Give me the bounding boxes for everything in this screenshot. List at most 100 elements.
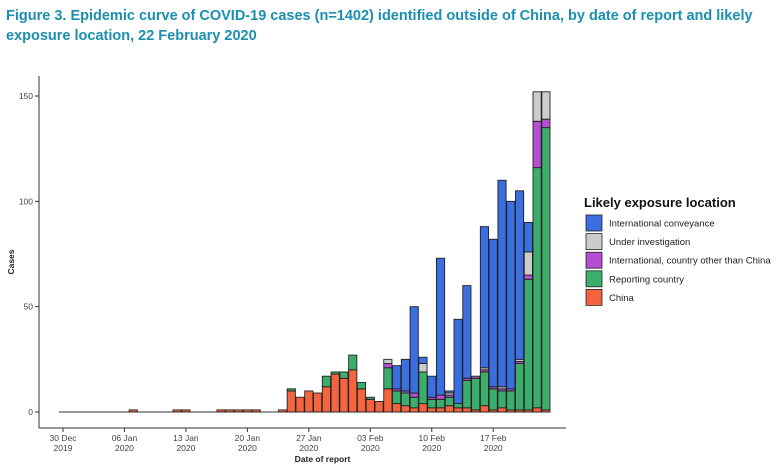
bar-segment-china <box>173 410 181 412</box>
bar-segment-international <box>533 121 541 167</box>
bar-segment-china <box>533 408 541 412</box>
bar-segment-china <box>182 410 190 412</box>
bar-segment-china <box>331 374 339 412</box>
bar-segment-conveyance <box>393 366 401 389</box>
x-tick-label-year: 2020 <box>484 443 503 453</box>
legend: Likely exposure location International co… <box>584 195 771 305</box>
x-tick-label-year: 2020 <box>238 443 257 453</box>
legend-label-investigation: Under investigation <box>609 237 690 248</box>
x-tick-label: 17 Feb <box>480 433 507 443</box>
bar-segment-china <box>129 410 137 412</box>
bar-segment-reporting <box>357 383 365 389</box>
bar-segment-china <box>454 408 462 412</box>
bar-segment-reporting <box>366 397 374 399</box>
bar-segment-conveyance <box>428 376 436 397</box>
x-tick-label: 20 Jan <box>235 433 261 443</box>
bar-segment-china <box>410 408 418 412</box>
bar-segment-investigation <box>542 92 550 119</box>
bar-segment-china <box>366 399 374 412</box>
bar-segment-china <box>252 410 260 412</box>
bar-segment-reporting <box>454 404 462 408</box>
bar-segment-china <box>445 406 453 412</box>
bar-segment-reporting <box>322 376 330 387</box>
bar-segment-reporting <box>445 397 453 405</box>
bar-segment-china <box>322 387 330 412</box>
bar-segment-international <box>410 393 418 397</box>
bar-segment-reporting <box>349 355 357 370</box>
bar-segment-reporting <box>542 128 550 410</box>
bar-segment-reporting <box>489 389 497 410</box>
bar-segment-china <box>436 408 444 412</box>
y-tick-label: 0 <box>28 407 33 417</box>
bar-segment-china <box>314 393 322 412</box>
bar-segment-china <box>243 410 251 412</box>
bar-segment-reporting <box>384 368 392 389</box>
bar-segment-china <box>375 401 383 412</box>
bar-segment-china <box>428 408 436 412</box>
bar-segment-conveyance <box>410 307 418 393</box>
bar-segment-international <box>384 364 392 368</box>
bar-segment-china <box>235 410 243 412</box>
bar-segment-china <box>296 397 304 412</box>
bar-segment-china <box>217 410 225 412</box>
bar-segment-china <box>287 391 295 412</box>
legend-swatch-conveyance <box>586 215 602 231</box>
x-tick-label-year: 2020 <box>361 443 380 453</box>
bar-segment-investigation <box>524 252 532 275</box>
bar-segment-china <box>357 389 365 412</box>
bar-segment-conveyance <box>445 391 453 393</box>
bar-segment-conveyance <box>463 286 471 379</box>
bar-segment-china <box>463 408 471 412</box>
bar-segment-china <box>340 378 348 412</box>
x-tick-label: 27 Jan <box>296 433 322 443</box>
bar-segment-reporting <box>436 399 444 407</box>
bar-segment-china <box>401 406 409 412</box>
bar-segment-reporting <box>331 372 339 374</box>
bar-segment-china <box>498 408 506 412</box>
bar-segment-reporting <box>498 391 506 408</box>
bar-segment-conveyance <box>419 357 427 363</box>
bar-segment-reporting <box>410 397 418 408</box>
legend-label-conveyance: International conveyance <box>609 219 715 230</box>
x-axis-title: Date of report <box>295 454 351 464</box>
y-tick-label: 150 <box>19 91 33 101</box>
x-tick-label-year: 2020 <box>299 443 318 453</box>
bar-segment-international <box>472 376 480 378</box>
legend-label-reporting: Reporting country <box>609 274 684 285</box>
bar-segment-reporting <box>524 279 532 410</box>
bar-segment-conveyance <box>524 222 532 251</box>
legend-label-international: International, country other than China <box>609 256 771 267</box>
y-axis-title: Cases <box>6 249 16 274</box>
bar-segment-china <box>480 406 488 412</box>
bar-segment-reporting <box>480 372 488 406</box>
bar-segment-conveyance <box>498 180 506 386</box>
bar-segment-reporting <box>419 372 427 404</box>
legend-swatch-reporting <box>586 271 602 287</box>
bar-segment-reporting <box>472 378 480 410</box>
bar-segment-international <box>542 119 550 127</box>
bar-segment-conveyance <box>480 227 488 368</box>
x-tick-label: 30 Dec <box>50 433 78 443</box>
legend-swatch-international <box>586 252 602 268</box>
bar-segment-china <box>393 404 401 412</box>
bar-segment-international <box>436 395 444 399</box>
x-tick-label-year: 2020 <box>115 443 134 453</box>
bar-segment-conveyance <box>454 319 462 403</box>
bar-segment-reporting <box>533 168 541 408</box>
bar-segment-china <box>278 410 286 412</box>
bar-segment-reporting <box>340 372 348 378</box>
bar-segment-reporting <box>428 399 436 407</box>
x-tick-label: 06 Jan <box>112 433 138 443</box>
x-tick-label: 13 Jan <box>173 433 199 443</box>
legend-swatch-china <box>586 289 602 305</box>
bar-segment-conveyance <box>401 359 409 391</box>
bar-segment-china <box>384 389 392 412</box>
x-tick-label-year: 2020 <box>176 443 195 453</box>
bar-segment-reporting <box>401 393 409 406</box>
bar-segment-investigation <box>419 364 427 372</box>
x-tick-label: 10 Feb <box>419 433 446 443</box>
bar-segment-reporting <box>463 380 471 407</box>
legend-title: Likely exposure location <box>584 195 736 210</box>
bar-segment-reporting <box>515 364 523 410</box>
